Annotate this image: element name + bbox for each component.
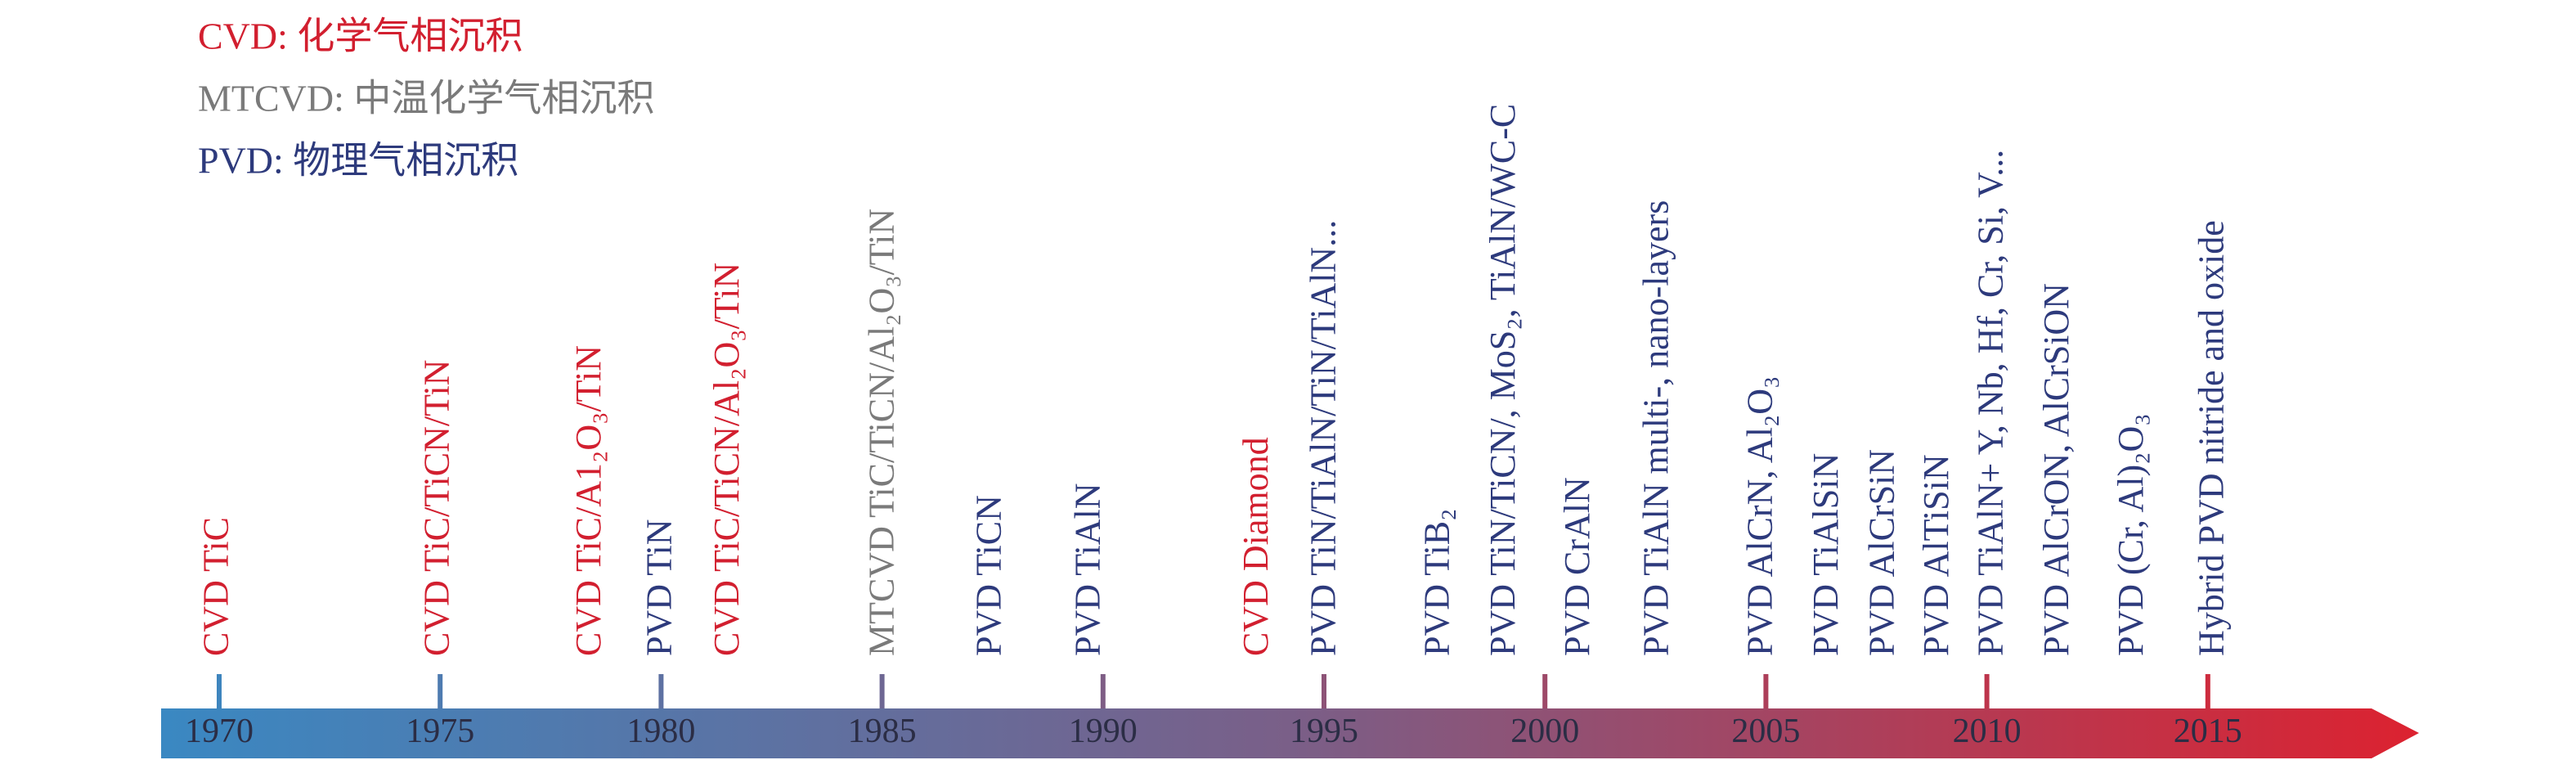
year-tick [1763, 674, 1769, 708]
event-label: CVD TiC/A1₂O₃/TiN [568, 345, 608, 656]
event-label: PVD TiAlN multi-, nano-layers [1636, 200, 1676, 656]
event-label: CVD TiC/TiCN/TiN [416, 360, 456, 656]
event-label: PVD TiN/TiCN/, MoS₂, TiAlN/WC-C [1483, 104, 1523, 656]
legend-item: PVD: 物理气相沉积 [198, 140, 518, 182]
event-label: PVD AlTiSiN [1916, 454, 1956, 656]
event-label: PVD CrAlN [1557, 477, 1597, 656]
event-label: PVD TiAlN [1067, 483, 1107, 656]
year-tick [1322, 674, 1326, 708]
event-label: PVD (Cr, Al)₂O₃ [2111, 413, 2151, 656]
year-tick [438, 674, 443, 708]
event-label: PVD AlCrN, Al₂O₃ [1740, 376, 1780, 656]
event-label: Hybrid PVD nitride and oxide [2192, 220, 2232, 656]
year-label: 2000 [1510, 713, 1579, 750]
event-label: PVD AlCrSiN [1862, 449, 1902, 656]
year-label: 1985 [848, 713, 917, 750]
year-tick [1542, 674, 1548, 708]
timeline-arrow [161, 708, 2419, 758]
event-label: PVD TiN/TiAlN/TiN/TiAlN... [1304, 220, 1344, 656]
year-label: 2010 [1953, 713, 2022, 750]
year-label: 1980 [626, 713, 695, 750]
event-label: MTCVD TiC/TiCN/Al₂O₃/TiN [862, 209, 902, 656]
year-tick [217, 674, 222, 708]
year-tick [1984, 674, 1990, 708]
event-label: CVD TiC [195, 517, 236, 656]
event-label: CVD TiC/TiCN/Al₂O₃/TiN [707, 263, 747, 656]
year-tick [879, 674, 885, 708]
year-tick [1100, 674, 1106, 708]
event-label: PVD TiB₂ [1417, 509, 1457, 656]
year-label: 1970 [185, 713, 254, 750]
event-label: PVD AlCrON, AlCrSiON [2036, 283, 2076, 656]
legend-item: MTCVD: 中温化学气相沉积 [198, 78, 654, 119]
year-label: 1990 [1069, 713, 1138, 750]
event-label: CVD Diamond [1236, 437, 1276, 656]
year-tick [2205, 674, 2210, 708]
event-label: PVD TiCN [969, 495, 1009, 656]
year-tick [658, 674, 664, 708]
year-label: 1995 [1290, 713, 1358, 750]
year-label: 2015 [2174, 713, 2242, 750]
year-label: 1975 [406, 713, 474, 750]
legend-item: CVD: 化学气相沉积 [198, 16, 523, 57]
event-label: PVD TiN [640, 519, 680, 656]
year-label: 2005 [1731, 713, 1800, 750]
event-label: PVD TiAlN+ Y, Nb, Hf, Cr, Si, V... [1971, 150, 2011, 656]
event-label: PVD TiAlSiN [1806, 453, 1846, 656]
